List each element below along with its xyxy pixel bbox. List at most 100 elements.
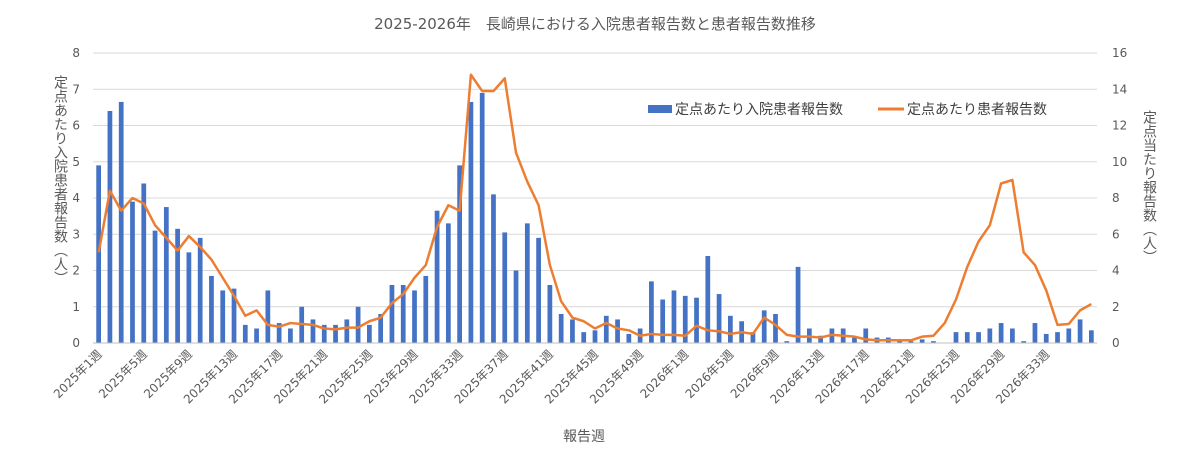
series-line xyxy=(97,73,1092,342)
y-left-tick-label: 2 xyxy=(72,264,80,278)
bar xyxy=(716,294,722,343)
bar xyxy=(175,228,180,343)
bar xyxy=(378,314,384,343)
bar xyxy=(423,275,429,343)
bar xyxy=(705,256,711,343)
bar xyxy=(434,210,440,343)
bar xyxy=(479,92,485,343)
bar xyxy=(931,341,936,343)
bar xyxy=(536,237,541,343)
bar xyxy=(96,165,102,343)
bar xyxy=(502,232,508,343)
bar xyxy=(761,310,767,343)
bar xyxy=(818,335,823,343)
bar xyxy=(513,270,519,343)
bar xyxy=(141,183,147,343)
bar xyxy=(186,252,192,343)
bar xyxy=(265,290,271,343)
bar xyxy=(1021,341,1027,343)
bar xyxy=(1066,328,1072,343)
legend-bar-label: 定点あたり入院患者報告数 xyxy=(675,102,843,118)
bar xyxy=(773,314,778,343)
y-axis-left-label: 定点あたり入院患者報告数（人） xyxy=(52,75,68,285)
bar-series-inpatient xyxy=(96,92,1094,343)
y-right-tick-label: 4 xyxy=(1112,264,1120,278)
bar xyxy=(1010,328,1015,343)
bar xyxy=(310,319,316,343)
y-right-tick-label: 14 xyxy=(1112,82,1127,96)
bar xyxy=(919,339,925,343)
bar xyxy=(694,297,699,343)
bar xyxy=(288,328,293,343)
bar xyxy=(671,290,677,343)
bar xyxy=(524,223,530,343)
bar xyxy=(1077,319,1083,343)
x-axis-label: 報告週 xyxy=(563,429,605,445)
bar xyxy=(863,328,869,343)
bar xyxy=(197,237,203,343)
bar xyxy=(750,332,756,343)
y-left-tick-label: 0 xyxy=(72,336,80,350)
y-right-tick-label: 6 xyxy=(1112,227,1120,241)
y-right-tick-label: 16 xyxy=(1112,46,1127,60)
bar xyxy=(152,230,158,343)
bar xyxy=(908,341,914,343)
bar xyxy=(254,328,259,343)
bar xyxy=(445,223,451,343)
bar xyxy=(321,324,327,343)
bar xyxy=(242,324,248,343)
bar xyxy=(784,341,790,343)
bar xyxy=(333,324,338,343)
bar xyxy=(209,275,214,343)
bar xyxy=(220,290,226,343)
y-left-tick-label: 6 xyxy=(72,119,80,133)
legend: 定点あたり入院患者報告数 定点あたり患者報告数 xyxy=(648,102,1047,118)
y-axis-left-ticks: 0 1 2 3 4 5 6 7 8 xyxy=(72,46,80,350)
bar xyxy=(344,319,350,343)
bar xyxy=(795,266,801,343)
bar xyxy=(107,111,113,343)
legend-line-label: 定点あたり患者報告数 xyxy=(907,102,1047,118)
bar xyxy=(998,323,1004,343)
y-left-tick-label: 5 xyxy=(72,155,80,169)
bar xyxy=(163,207,169,343)
gridlines xyxy=(93,52,1097,308)
x-axis-ticks: 2025年1週2025年5週2025年9週2025年13週2025年17週202… xyxy=(51,347,1052,406)
bar xyxy=(468,101,474,343)
y-right-tick-label: 0 xyxy=(1112,336,1120,350)
y-axis-right-label: 定点当たり報告数（人） xyxy=(1141,110,1157,264)
chart-title: 2025-2026年 長崎県における入院患者報告数と患者報告数推移 xyxy=(374,15,816,33)
bar xyxy=(603,315,609,343)
y-left-tick-label: 7 xyxy=(72,82,80,96)
bar xyxy=(649,281,654,343)
y-left-tick-label: 1 xyxy=(72,300,80,314)
bar xyxy=(276,323,282,343)
bar xyxy=(1032,323,1038,343)
bar xyxy=(728,315,733,343)
bar xyxy=(389,285,395,343)
bar xyxy=(1043,333,1049,343)
y-left-tick-label: 4 xyxy=(72,191,80,205)
y-right-tick-label: 12 xyxy=(1112,119,1127,133)
bar xyxy=(852,337,857,343)
bar xyxy=(412,290,417,343)
bar xyxy=(682,295,688,343)
bar xyxy=(130,201,135,343)
bar xyxy=(367,324,372,343)
bar xyxy=(400,285,406,343)
bar xyxy=(355,306,361,343)
bar xyxy=(457,165,462,343)
line-series-patients xyxy=(97,73,1092,342)
y-right-tick-label: 10 xyxy=(1112,155,1127,169)
bar xyxy=(615,319,620,343)
bar xyxy=(1055,332,1060,343)
bar xyxy=(1088,330,1094,343)
y-left-tick-label: 8 xyxy=(72,46,80,60)
bar xyxy=(570,319,575,343)
bar xyxy=(592,330,598,343)
legend-bar-swatch xyxy=(648,105,672,113)
bar xyxy=(953,332,959,343)
bar xyxy=(491,194,496,343)
bar xyxy=(558,314,564,343)
